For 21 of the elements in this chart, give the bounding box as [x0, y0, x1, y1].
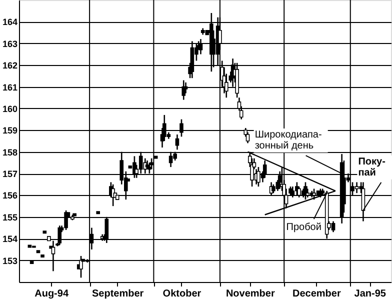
y-tick-label: 156: [2, 190, 18, 201]
x-tick-label: Aug-94: [34, 288, 69, 300]
annotation: Широкодиапа- зонный день: [254, 130, 322, 152]
annotation: Пробой: [286, 222, 322, 234]
x-tick-label: Oktober: [162, 288, 202, 300]
y-tick-label: 162: [2, 60, 18, 71]
y-tick-label: 157: [2, 169, 18, 180]
y-tick-label: 158: [2, 147, 18, 158]
y-tick-label: 160: [2, 104, 18, 114]
y-tick-label: 161: [2, 82, 18, 92]
y-tick-label: 155: [2, 212, 18, 222]
x-tick-label: September: [92, 288, 144, 300]
x-tick-label: December: [292, 288, 341, 300]
y-tick-label: 154: [2, 234, 18, 244]
x-tick-label: November: [226, 288, 275, 300]
y-tick-label: 153: [2, 256, 18, 266]
y-tick-label: 163: [2, 38, 18, 49]
y-tick-label: 164: [2, 17, 18, 28]
x-tick-label: Jan-95: [354, 288, 386, 300]
y-tick-label: 159: [2, 126, 18, 136]
annotation: Поку- пай: [358, 156, 386, 178]
